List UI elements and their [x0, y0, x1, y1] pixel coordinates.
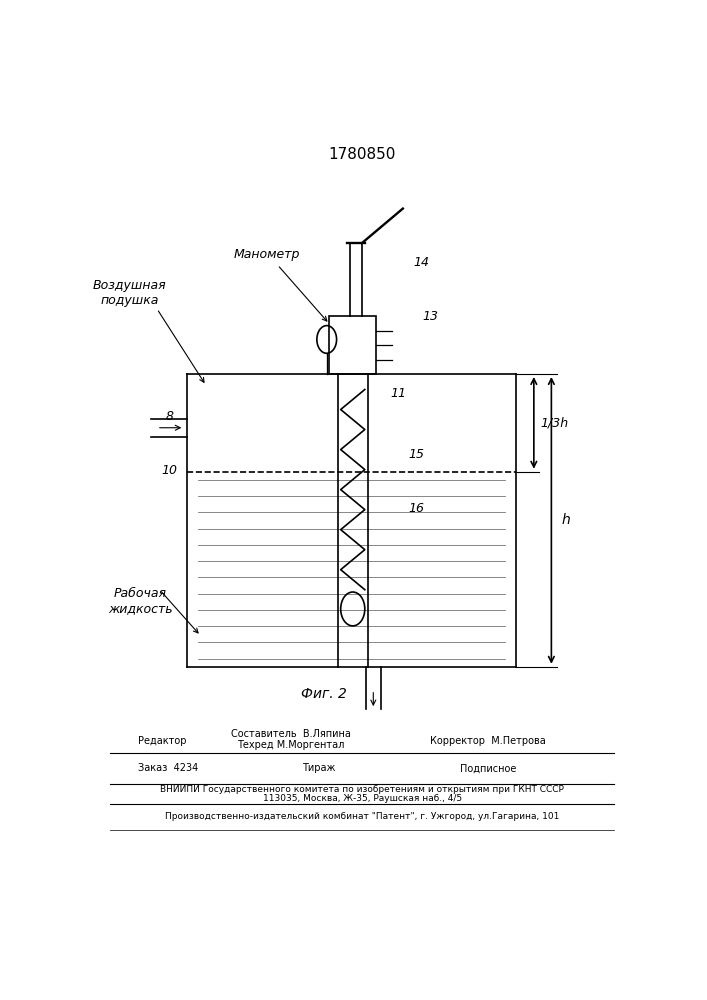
- Text: 113035, Москва, Ж-35, Раушская наб., 4/5: 113035, Москва, Ж-35, Раушская наб., 4/5: [263, 794, 462, 803]
- Text: 11: 11: [390, 387, 406, 400]
- Bar: [329, 316, 376, 374]
- Text: Воздушная
подушка: Воздушная подушка: [93, 279, 166, 307]
- Text: Техред М.Моргентал: Техред М.Моргентал: [238, 740, 345, 750]
- Text: 16: 16: [408, 502, 424, 515]
- Text: 8: 8: [165, 410, 173, 423]
- Text: 14: 14: [414, 256, 430, 269]
- Text: ВНИИПИ Государственного комитета по изобретениям и открытиям при ГКНТ СССР: ВНИИПИ Государственного комитета по изоб…: [160, 785, 564, 794]
- Text: Рабочая
жидкость: Рабочая жидкость: [108, 587, 173, 615]
- Text: Подписное: Подписное: [460, 763, 517, 773]
- Text: 10: 10: [161, 464, 177, 477]
- Text: Производственно-издательский комбинат "Патент", г. Ужгород, ул.Гагарина, 101: Производственно-издательский комбинат "П…: [165, 812, 559, 821]
- Text: Манометр: Манометр: [233, 248, 300, 261]
- Text: 13: 13: [423, 310, 439, 323]
- Text: Корректор  М.Петрова: Корректор М.Петрова: [431, 736, 547, 746]
- Text: Заказ  4234: Заказ 4234: [138, 763, 198, 773]
- Text: 1/3h: 1/3h: [540, 416, 568, 429]
- Text: h: h: [561, 513, 570, 527]
- Text: 15: 15: [408, 448, 424, 461]
- Text: 1780850: 1780850: [329, 147, 396, 162]
- Text: Фиг. 2: Фиг. 2: [301, 687, 347, 701]
- Text: Тираж: Тираж: [302, 763, 335, 773]
- Text: Редактор: Редактор: [138, 736, 186, 746]
- Text: Составитель  В.Ляпина: Составитель В.Ляпина: [231, 729, 351, 739]
